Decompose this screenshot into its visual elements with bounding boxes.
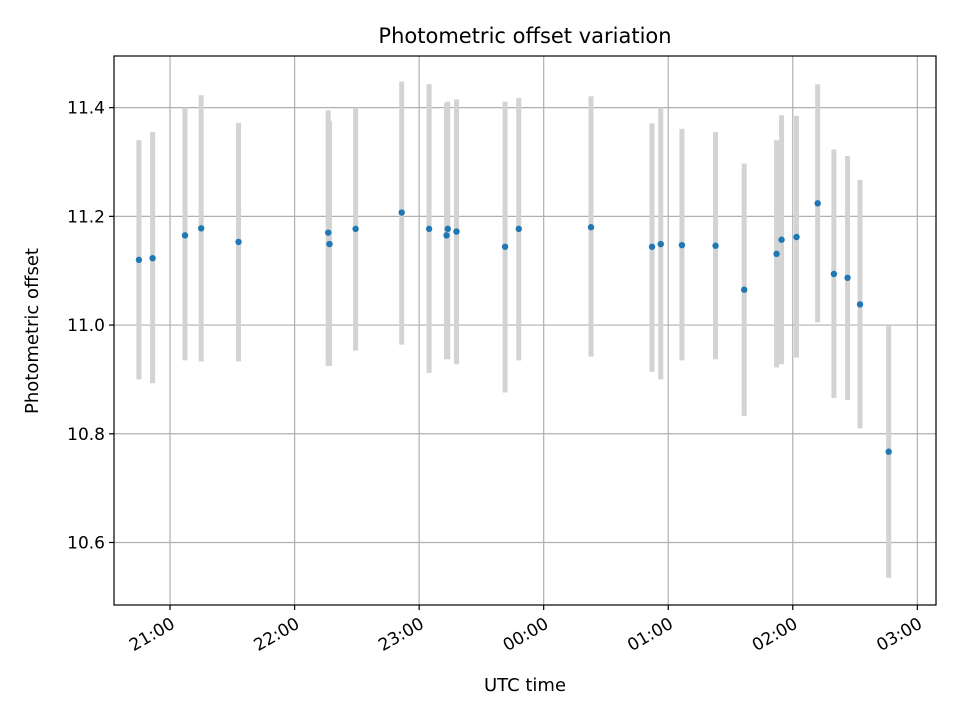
grid xyxy=(114,56,936,605)
data-point xyxy=(515,225,522,233)
plot-frame xyxy=(113,55,937,606)
data-point xyxy=(398,209,405,216)
data-point xyxy=(501,243,509,250)
data-point xyxy=(235,238,242,246)
data-point xyxy=(326,240,333,248)
data-points xyxy=(135,200,892,455)
data-point xyxy=(352,225,359,233)
data-point xyxy=(325,229,332,236)
data-point xyxy=(712,242,719,249)
data-point xyxy=(149,255,156,262)
data-point xyxy=(678,241,686,249)
data-point xyxy=(197,225,205,232)
data-point xyxy=(181,232,189,239)
data-point xyxy=(587,224,595,231)
data-point xyxy=(657,240,664,248)
data-point xyxy=(425,225,433,233)
data-point xyxy=(844,274,851,281)
data-point xyxy=(793,233,800,241)
data-point xyxy=(885,448,892,455)
data-point xyxy=(444,225,451,233)
data-point xyxy=(443,232,450,239)
y-tick-label: 10.6 xyxy=(67,533,105,553)
y-tick-label: 11.4 xyxy=(67,99,105,119)
data-point xyxy=(773,250,780,258)
x-axis-label: UTC time xyxy=(484,675,566,696)
y-tick-label: 11.0 xyxy=(67,316,105,336)
y-axis-ticks: 10.6 10.8 11.0 11.2 11.4 xyxy=(67,99,114,553)
data-point xyxy=(778,236,785,243)
chart-title: Photometric offset variation xyxy=(378,24,671,48)
data-point xyxy=(830,270,838,278)
data-point xyxy=(648,243,656,250)
data-point xyxy=(135,256,143,264)
data-point xyxy=(741,286,748,293)
data-point xyxy=(856,301,864,308)
y-tick-label: 10.8 xyxy=(67,425,105,445)
data-point xyxy=(814,200,821,207)
y-tick-label: 11.2 xyxy=(67,207,105,227)
y-axis-label: Photometric offset xyxy=(22,248,43,414)
data-point xyxy=(453,228,460,235)
